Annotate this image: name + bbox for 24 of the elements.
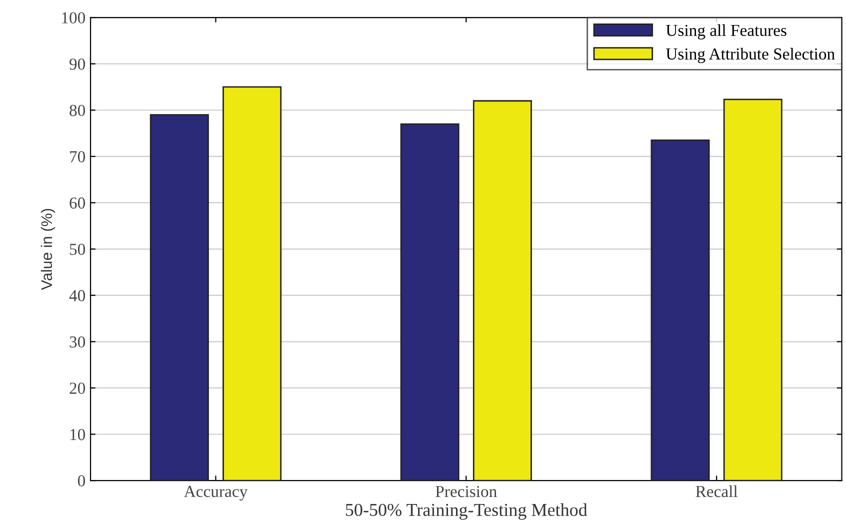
y-tick-label: 50	[70, 244, 86, 255]
y-tick-label: 80	[70, 104, 86, 116]
x-tick-label: Accuracy	[184, 486, 248, 501]
legend-label: Using Attribute Selection	[666, 48, 835, 64]
x-axis-title: 50-50% Training-Testing Method	[346, 503, 588, 520]
y-tick-label: 30	[70, 336, 86, 348]
bar	[650, 140, 710, 481]
x-tick-label: Recall	[696, 485, 738, 498]
y-tick-label: 20	[70, 382, 86, 394]
y-tick-label: 10	[70, 428, 86, 440]
x-tick-label: Precision	[436, 486, 497, 498]
y-tick-label: 70	[70, 151, 86, 162]
bar	[472, 100, 532, 481]
y-tick-label: 40	[69, 290, 86, 302]
bar	[723, 98, 782, 481]
bar	[150, 114, 209, 481]
y-tick-label: 90	[70, 58, 86, 70]
bar	[400, 123, 460, 481]
legend-label: Using all Features	[666, 24, 786, 40]
y-tick-label: 0	[78, 475, 86, 486]
y-tick-label: 60	[70, 197, 86, 209]
bar	[222, 86, 282, 481]
y-axis-title: Value in (%)	[40, 208, 56, 290]
y-tick-label: 100	[62, 12, 86, 24]
